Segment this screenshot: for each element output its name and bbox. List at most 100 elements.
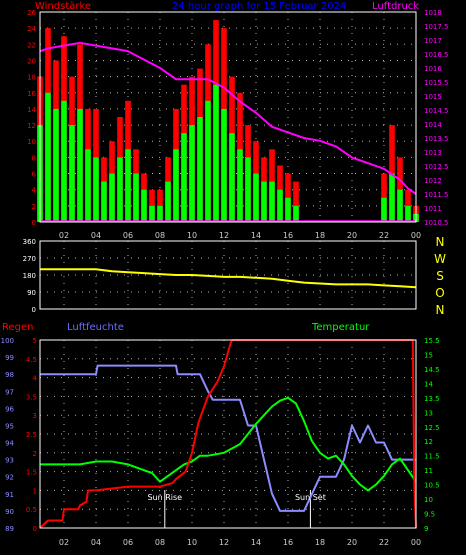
temperature-tick-label: 9	[424, 525, 428, 533]
sunrise-label: Sun Rise	[147, 493, 182, 502]
wind-tick-label: 2	[32, 203, 36, 211]
temperature-tick-label: 12.5	[424, 424, 440, 432]
humidity-tick-label: 90	[5, 508, 14, 516]
wind-tick-label: 12	[27, 122, 36, 130]
pressure-tick-label: 1016	[424, 65, 442, 73]
wind-average-bar	[149, 205, 155, 222]
humidity-tick-label: 94	[5, 440, 14, 448]
direction-tick-label: 180	[23, 272, 36, 280]
rain-tick-label: 1	[33, 487, 37, 495]
x-tick-label: 08	[155, 538, 165, 547]
temperature-tick-label: 12	[424, 438, 433, 446]
compass-letter: W	[434, 252, 446, 266]
humidity-tick-label: 92	[5, 474, 14, 482]
wind-average-bar	[77, 108, 83, 222]
wind-direction-line	[40, 268, 417, 289]
wind-average-bar	[293, 205, 299, 222]
wind-average-bar	[85, 149, 91, 222]
wind-average-bar	[221, 108, 227, 222]
wind-average-bar	[117, 157, 123, 222]
pressure-tick-label: 1014	[424, 121, 442, 129]
wind-tick-label: 18	[27, 74, 36, 82]
rain-axis-title: Regen	[2, 322, 34, 333]
x-tick-label: 12	[219, 231, 229, 240]
rain-tick-label: 2.5	[26, 431, 37, 439]
wind-average-bar	[269, 181, 275, 222]
x-tick-label: 22	[379, 231, 389, 240]
pressure-tick-label: 1016.5	[424, 51, 449, 59]
wind-axis-title: Windstärke	[35, 1, 91, 12]
wind-tick-label: 10	[27, 138, 36, 146]
wind-average-bar	[285, 197, 291, 222]
x-tick-label: 20	[347, 231, 357, 240]
wind-average-bar	[245, 157, 251, 222]
wind-average-bar	[45, 92, 51, 223]
wind-average-bar	[405, 205, 411, 222]
compass-letter: O	[435, 286, 444, 300]
wind-average-bar	[53, 108, 59, 222]
wind-average-bar	[61, 100, 67, 222]
pressure-tick-label: 1013.5	[424, 135, 449, 143]
wind-average-bar	[109, 173, 115, 222]
x-tick-label: 08	[155, 231, 165, 240]
wind-average-bar	[173, 149, 179, 222]
wind-tick-label: 20	[27, 57, 36, 65]
x-tick-label: 04	[91, 538, 101, 547]
wind-tick-label: 8	[32, 154, 36, 162]
humidity-tick-label: 91	[5, 491, 14, 499]
temperature-tick-label: 15.5	[424, 337, 440, 345]
wind-average-bar	[157, 205, 163, 222]
bottom-panel-frame	[39, 339, 417, 529]
pressure-tick-label: 1012	[424, 177, 442, 185]
humidity-tick-label: 89	[5, 525, 14, 533]
wind-average-bar	[381, 197, 387, 222]
pressure-tick-label: 1010.5	[424, 219, 449, 227]
pressure-tick-label: 1012.5	[424, 163, 449, 171]
rain-tick-label: 4	[33, 375, 38, 383]
humidity-tick-label: 97	[5, 388, 14, 396]
x-tick-label: 02	[59, 538, 69, 547]
wind-tick-label: 26	[27, 9, 36, 17]
rain-humidity-temperature-panel: Sun Rise Sun Set8990919293949596979899100…	[1, 337, 440, 547]
pressure-tick-label: 1014.5	[424, 107, 449, 115]
wind-average-bar	[277, 189, 283, 222]
humidity-tick-label: 93	[5, 457, 14, 465]
wind-pressure-panel: 024681012141618202224261010.510111011.51…	[27, 9, 448, 240]
x-tick-label: 22	[379, 538, 389, 547]
temperature-tick-label: 14	[424, 380, 433, 388]
wind-average-bar	[253, 173, 259, 222]
humidity-tick-label: 95	[5, 422, 14, 430]
temperature-tick-label: 10	[424, 496, 433, 504]
wind-average-bar	[101, 181, 107, 222]
direction-tick-label: 0	[32, 306, 36, 314]
wind-average-bar	[229, 133, 235, 222]
rain-tick-label: 3	[33, 412, 37, 420]
wind-average-bar	[189, 125, 195, 222]
wind-average-bar	[141, 189, 147, 222]
wind-tick-label: 24	[27, 25, 36, 33]
x-tick-label: 18	[315, 231, 325, 240]
rain-tick-label: 2	[33, 450, 37, 458]
temperature-tick-label: 11	[424, 467, 433, 475]
x-tick-label: 06	[123, 231, 133, 240]
middle-panel-frame	[39, 240, 417, 310]
wind-average-bar	[93, 157, 99, 222]
humidity-tick-label: 99	[5, 354, 14, 362]
pressure-tick-label: 1017	[424, 37, 442, 45]
rain-tick-label: 3.5	[26, 393, 37, 401]
pressure-tick-label: 1015	[424, 93, 442, 101]
wind-average-bar	[69, 125, 75, 222]
x-tick-label: 20	[347, 538, 357, 547]
x-tick-label: 14	[251, 538, 261, 547]
pressure-tick-label: 1011.5	[424, 191, 449, 199]
wind-direction-panel: 0 90 180 270 360	[23, 238, 417, 314]
x-tick-label: 12	[219, 538, 229, 547]
pressure-line	[39, 41, 417, 195]
wind-tick-label: 6	[32, 171, 37, 179]
temperature-tick-label: 15	[424, 351, 433, 359]
temperature-tick-label: 13	[424, 409, 433, 417]
x-tick-label: 00	[411, 538, 421, 547]
rain-tick-label: 0	[33, 525, 37, 533]
humidity-tick-label: 96	[5, 405, 14, 413]
